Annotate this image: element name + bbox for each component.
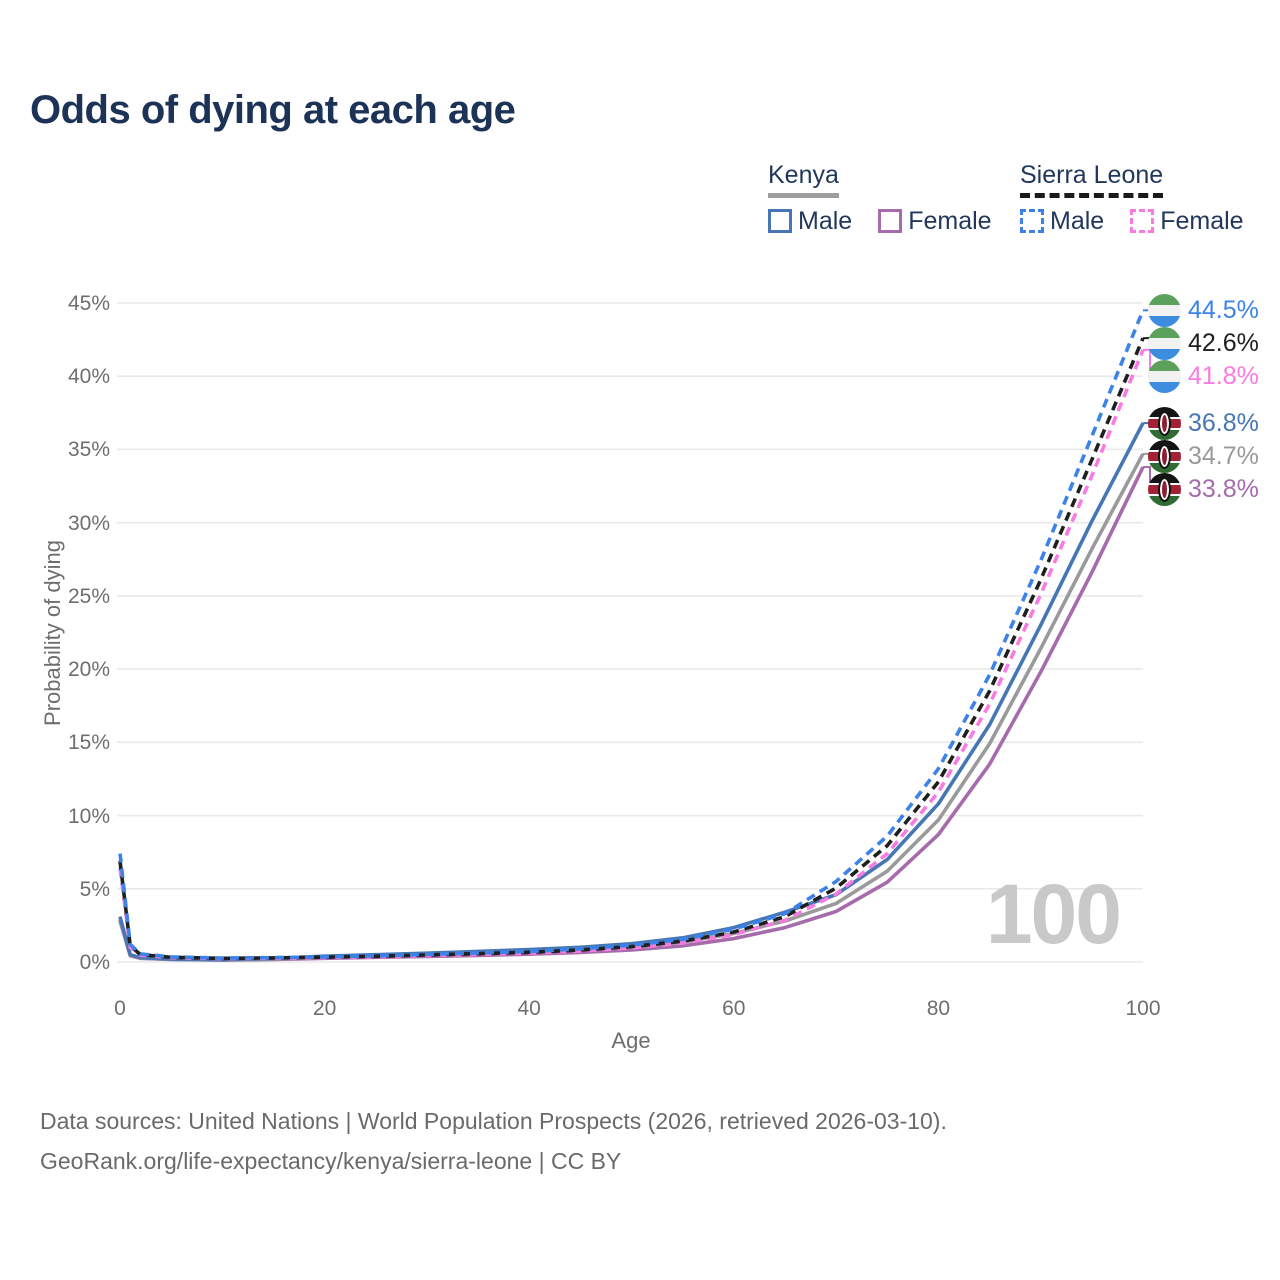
x-axis-title: Age — [611, 1028, 651, 1053]
attribution-note: GeoRank.org/life-expectancy/kenya/sierra… — [40, 1148, 622, 1174]
end-label-value: 44.5% — [1188, 295, 1259, 324]
series-line-sierra-leone-male — [118, 309, 1145, 960]
x-tick-label: 40 — [517, 997, 541, 1020]
y-tick-label: 15% — [67, 731, 110, 755]
end-label-sierra-leone-both: 42.6% — [1148, 326, 1259, 360]
end-label-kenya-female: 33.8% — [1148, 472, 1259, 506]
y-tick-label: 40% — [67, 365, 110, 389]
page-title: Odds of dying at each age — [30, 88, 516, 132]
y-tick-label: 5% — [79, 877, 110, 901]
end-label-value: 33.8% — [1188, 474, 1259, 503]
legend-item-label: Male — [798, 206, 853, 235]
y-tick-label: 30% — [67, 511, 110, 535]
legend-item-kenya-male[interactable]: Male — [768, 207, 852, 236]
legend-items-kenya: Male Female — [768, 207, 992, 236]
y-tick-label: 20% — [67, 658, 110, 682]
kenya-flag-icon — [1148, 406, 1181, 440]
legend-header-sierra-leone: Sierra Leone — [1020, 161, 1164, 198]
sierra-leone-flag-icon — [1148, 359, 1181, 393]
y-tick-label: 35% — [67, 438, 110, 462]
legend-item-kenya-female[interactable]: Female — [878, 206, 992, 236]
x-tick-label: 0 — [114, 997, 126, 1020]
end-label-value: 36.8% — [1188, 408, 1259, 437]
kenya-shield-emblem — [1158, 410, 1171, 436]
y-tick-label: 25% — [67, 584, 110, 608]
end-label-value: 34.7% — [1188, 441, 1259, 470]
age-counter-watermark: 100 — [985, 867, 1122, 961]
y-tick-label: 45% — [67, 292, 110, 315]
end-label-kenya-male: 36.8% — [1148, 406, 1259, 440]
kenya-flag-icon — [1148, 472, 1181, 506]
x-tick-label: 100 — [1125, 997, 1161, 1020]
legend-group-kenya: Kenya Male Female — [768, 161, 992, 236]
y-tick-label: 0% — [79, 951, 110, 974]
sierra-leone-flag-icon — [1148, 326, 1181, 360]
sierra-leone-flag-icon — [1148, 293, 1181, 327]
end-label-kenya-both: 34.7% — [1148, 439, 1259, 473]
legend-item-label: Female — [1160, 206, 1244, 235]
legend-group-sierra-leone: Sierra Leone Male Female — [1020, 161, 1244, 236]
sierra-leone-male-swatch-icon — [1020, 209, 1044, 233]
legend-item-sierra-leone-male[interactable]: Male — [1020, 207, 1104, 236]
end-label-value: 41.8% — [1188, 361, 1259, 390]
y-tick-label: 10% — [67, 804, 110, 828]
x-tick-label: 60 — [722, 997, 746, 1020]
legend-item-sierra-leone-female[interactable]: Female — [1130, 206, 1244, 236]
kenya-female-swatch-icon — [878, 209, 903, 233]
end-label-value: 42.6% — [1188, 328, 1259, 357]
end-label-sierra-leone-male: 44.5% — [1148, 293, 1259, 327]
x-tick-label: 20 — [312, 997, 337, 1020]
series-line-sierra-leone-both — [118, 337, 1145, 961]
x-tick-label: 80 — [926, 997, 951, 1020]
kenya-shield-emblem — [1158, 476, 1171, 502]
legend-item-label: Male — [1050, 206, 1105, 235]
legend-header-kenya: Kenya — [768, 161, 839, 198]
legend-items-sierra-leone: Male Female — [1020, 207, 1244, 236]
kenya-shield-emblem — [1158, 443, 1171, 469]
legend-item-label: Female — [908, 206, 992, 235]
kenya-male-swatch-icon — [768, 209, 792, 233]
y-axis-title: Probability of dying — [40, 540, 65, 726]
kenya-flag-icon — [1148, 439, 1181, 473]
data-sources-note: Data sources: United Nations | World Pop… — [40, 1108, 947, 1134]
end-label-sierra-leone-female: 41.8% — [1148, 359, 1259, 393]
sierra-leone-female-swatch-icon — [1130, 209, 1155, 233]
